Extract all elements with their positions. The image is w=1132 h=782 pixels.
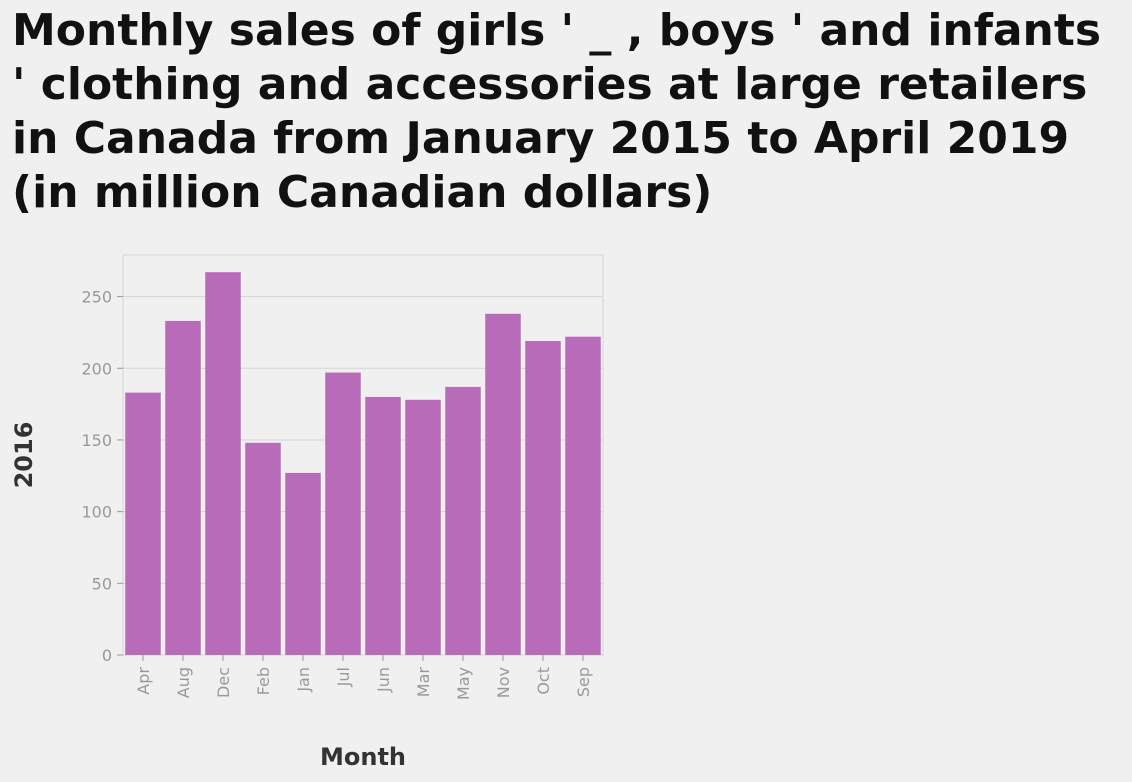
x-tick-label: Dec: [214, 667, 233, 698]
x-tick-label: Feb: [254, 667, 273, 695]
x-tick-label: Aug: [174, 667, 193, 698]
bar-oct: [525, 341, 561, 655]
x-tick-label: Jul: [334, 667, 353, 687]
x-axis-title: Month: [320, 743, 406, 771]
y-tick-label: 150: [81, 431, 112, 450]
x-tick-label: May: [454, 667, 473, 700]
y-tick-label: 0: [102, 646, 112, 665]
x-tick-label: Nov: [494, 667, 513, 698]
bar-feb: [245, 442, 281, 655]
bar-jan: [285, 472, 321, 655]
chart-title: Monthly sales of girls ' _ , boys ' and …: [12, 5, 1102, 218]
x-tick-label: Jan: [294, 667, 313, 693]
bar-jun: [365, 396, 401, 655]
x-tick-label: Sep: [574, 667, 593, 697]
y-tick-label: 50: [92, 574, 112, 593]
plot-area: [122, 254, 604, 656]
y-tick-label: 200: [81, 359, 112, 378]
bar-may: [445, 386, 481, 655]
x-tick-label: Jun: [374, 667, 393, 693]
x-tick-label: Apr: [134, 667, 153, 695]
gridlines: [123, 296, 603, 656]
bar-mar: [405, 399, 441, 655]
bars: [125, 272, 601, 655]
bar-jul: [325, 372, 361, 655]
y-axis-title: 2016: [10, 422, 38, 489]
x-tick-label: Oct: [534, 667, 553, 695]
y-tick-label: 250: [81, 288, 112, 307]
bar-sep: [565, 336, 601, 655]
y-tick-label: 100: [81, 503, 112, 522]
y-axis: 0 50 100 150 200 250: [81, 288, 123, 665]
x-tick-label: Mar: [414, 667, 433, 698]
x-axis: Apr Aug Dec Feb Jan Jul Jun Mar May Nov Oct Sep: [134, 655, 593, 700]
bar-nov: [485, 313, 521, 655]
bar-aug: [165, 320, 201, 655]
bar-dec: [205, 272, 241, 655]
bar-apr: [125, 392, 161, 655]
